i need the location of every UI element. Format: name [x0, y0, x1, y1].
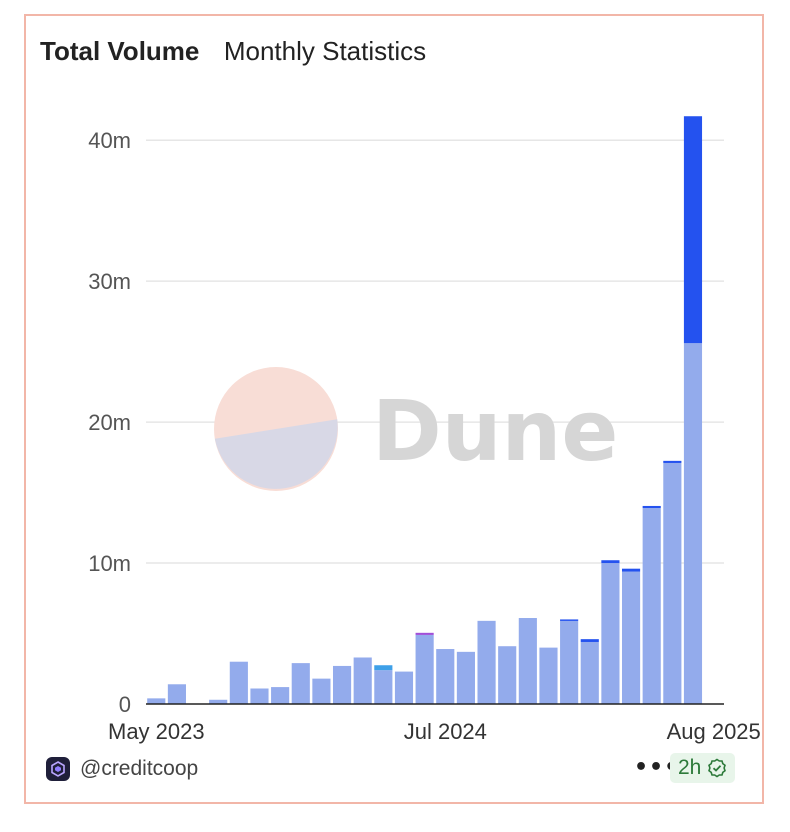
- bar[interactable]: [477, 620, 496, 704]
- bar[interactable]: [601, 563, 620, 704]
- x-tick-label: Aug 2025: [667, 719, 761, 744]
- bar[interactable]: [539, 647, 558, 704]
- x-tick-label: Jul 2024: [404, 719, 487, 744]
- bar[interactable]: [147, 698, 166, 704]
- creator-handle[interactable]: @creditcoop: [80, 757, 199, 780]
- bar[interactable]: [415, 632, 434, 635]
- dune-watermark: Dune: [214, 367, 618, 491]
- bar[interactable]: [621, 568, 641, 572]
- bar[interactable]: [663, 460, 682, 463]
- y-tick-label: 10m: [88, 551, 131, 576]
- bar[interactable]: [560, 619, 579, 621]
- bar[interactable]: [663, 462, 682, 704]
- bar[interactable]: [250, 688, 269, 705]
- refresh-age-badge[interactable]: 2h: [670, 753, 736, 783]
- y-tick-label: 0: [119, 692, 131, 717]
- bar[interactable]: [621, 571, 641, 705]
- bar[interactable]: [642, 505, 661, 509]
- bar[interactable]: [683, 116, 703, 344]
- bar[interactable]: [332, 665, 352, 704]
- x-axis-ticks: May 2023 Jul 2024 Aug 2025: [108, 719, 761, 744]
- chart-subtitle: Monthly Statistics: [223, 36, 427, 66]
- dune-logo-icon: [214, 367, 338, 491]
- bar[interactable]: [415, 634, 434, 704]
- bar[interactable]: [291, 663, 310, 704]
- bar[interactable]: [374, 665, 393, 671]
- bar[interactable]: [560, 620, 579, 704]
- bar[interactable]: [642, 508, 661, 704]
- bar[interactable]: [312, 678, 331, 704]
- y-axis-ticks: 0 10m 20m 30m 40m: [88, 128, 131, 717]
- bar[interactable]: [456, 651, 475, 704]
- bar[interactable]: [580, 639, 599, 642]
- bar[interactable]: [167, 684, 186, 704]
- watermark-text: Dune: [372, 382, 618, 480]
- chart-header: Total Volume Monthly Statistics: [40, 36, 426, 67]
- bar[interactable]: [683, 343, 703, 704]
- bar[interactable]: [518, 618, 537, 704]
- bar[interactable]: [209, 699, 228, 704]
- bar[interactable]: [580, 641, 599, 704]
- creditcoop-logo-icon[interactable]: [46, 757, 70, 781]
- verified-check-icon: [708, 758, 727, 778]
- y-tick-label: 40m: [88, 128, 131, 153]
- bar[interactable]: [498, 646, 517, 704]
- refresh-age-label: 2h: [678, 756, 702, 779]
- chart-title: Total Volume: [40, 36, 200, 66]
- bar[interactable]: [601, 560, 620, 564]
- y-tick-label: 30m: [88, 269, 131, 294]
- chart-card: [24, 14, 764, 804]
- x-tick-label: May 2023: [108, 719, 205, 744]
- bar[interactable]: [353, 657, 372, 704]
- bar[interactable]: [229, 661, 248, 704]
- bars: [147, 116, 703, 705]
- y-tick-label: 20m: [88, 410, 131, 435]
- chart-footer: @creditcoop: [46, 754, 198, 784]
- gridlines: [146, 139, 724, 564]
- bar[interactable]: [436, 649, 455, 704]
- bar[interactable]: [271, 687, 290, 704]
- bar[interactable]: [374, 670, 393, 704]
- bar[interactable]: [394, 671, 414, 704]
